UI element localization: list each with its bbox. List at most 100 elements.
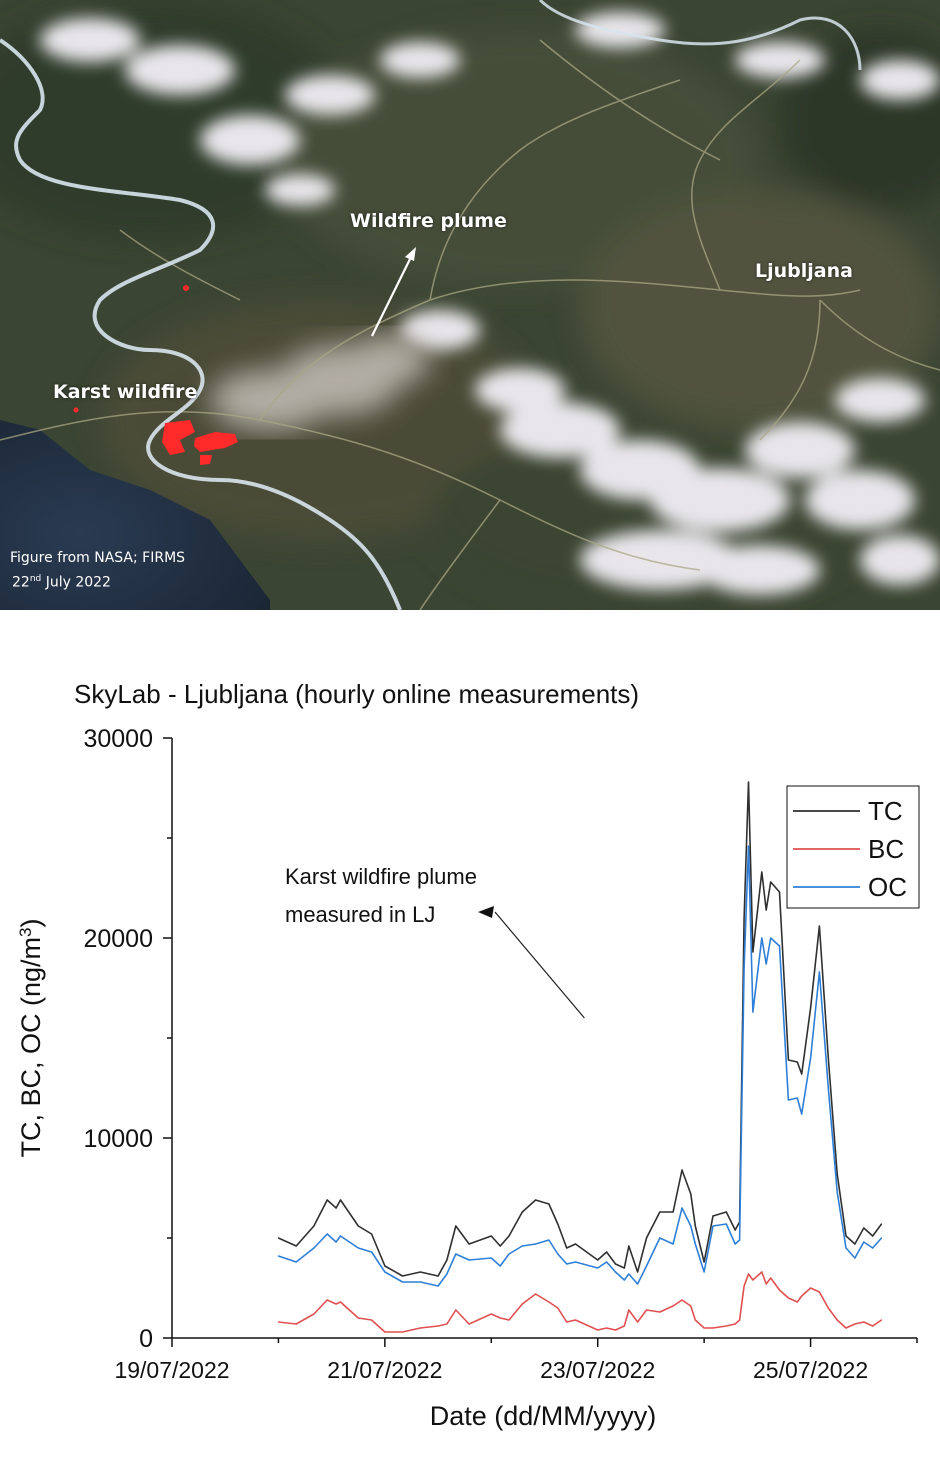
data-point-oc (796, 1097, 798, 1099)
data-point-bc (796, 1301, 798, 1303)
data-point-tc (295, 1245, 297, 1247)
data-point-tc (880, 1223, 883, 1225)
data-point-oc (743, 967, 745, 969)
data-point-tc (690, 1193, 692, 1195)
data-point-bc (490, 1313, 492, 1315)
data-point-tc (574, 1243, 577, 1245)
fire-label: Karst wildfire (53, 381, 198, 403)
data-point-bc (836, 1319, 838, 1321)
data-point-oc (845, 1247, 847, 1249)
data-point-oc (335, 1241, 337, 1243)
data-point-oc (827, 1087, 829, 1089)
data-point-oc (455, 1253, 457, 1255)
data-point-oc (606, 1261, 608, 1263)
y-ticks: 0 10000 20000 30000 (83, 725, 172, 1353)
data-point-bc (295, 1323, 297, 1325)
data-point-tc (845, 1235, 847, 1237)
x-axis-label: Date (dd/MM/yyyy) (430, 1401, 657, 1431)
x-tick-label: 23/07/2022 (540, 1357, 655, 1383)
data-point-bc (659, 1311, 661, 1313)
data-point-oc (645, 1265, 648, 1267)
data-point-bc (371, 1319, 373, 1321)
data-point-oc (446, 1273, 448, 1275)
time-series-chart: SkyLab - Ljubljana (hourly online measur… (16, 679, 920, 1431)
data-point-tc (313, 1225, 315, 1227)
data-point-tc (703, 1261, 705, 1263)
data-point-tc (854, 1243, 856, 1245)
y-tick-label: 0 (139, 1325, 153, 1353)
data-point-tc (681, 1169, 683, 1171)
data-point-tc (606, 1251, 608, 1253)
data-point-oc (770, 937, 772, 939)
data-point-tc (339, 1199, 342, 1201)
data-point-tc (827, 1057, 829, 1059)
data-point-oc (499, 1265, 501, 1267)
data-point-tc (747, 781, 750, 783)
data-point-oc (703, 1271, 705, 1273)
data-point-bc (384, 1331, 386, 1333)
data-point-bc (672, 1305, 674, 1307)
chart-title: SkyLab - Ljubljana (hourly online measur… (74, 679, 639, 709)
data-point-oc (574, 1261, 577, 1263)
data-point-bc (827, 1307, 829, 1309)
series-line-bc (278, 1271, 882, 1333)
data-point-oc (339, 1235, 342, 1237)
annotation-pointer (494, 911, 585, 1019)
data-point-bc (863, 1321, 865, 1323)
satellite-image (0, 0, 940, 610)
data-point-tc (437, 1275, 439, 1277)
data-point-tc (645, 1237, 648, 1239)
series-lines (277, 781, 883, 1333)
data-point-oc (384, 1271, 386, 1273)
data-point-bc (752, 1279, 754, 1281)
series-line-tc (278, 781, 883, 1277)
border-line (0, 38, 402, 610)
data-point-bc (765, 1283, 767, 1285)
data-point-tc (499, 1245, 501, 1247)
data-point-oc (628, 1273, 630, 1275)
data-point-oc (801, 1113, 803, 1115)
data-point-tc (566, 1247, 568, 1249)
data-point-oc (778, 945, 781, 947)
image-credit: Figure from NASA; FIRMS (10, 550, 186, 566)
data-point-tc (694, 1225, 696, 1227)
data-point-bc (437, 1325, 439, 1327)
data-point-tc (419, 1271, 421, 1273)
data-point-tc (548, 1203, 550, 1205)
data-point-bc (801, 1295, 803, 1297)
data-point-bc (872, 1325, 874, 1327)
data-point-oc (468, 1259, 470, 1261)
series-line-oc (278, 845, 883, 1287)
y-axis-label-end: ) (16, 919, 46, 928)
y-tick-label: 30000 (83, 725, 153, 753)
data-point-bc (681, 1299, 683, 1301)
data-point-tc (765, 909, 767, 911)
y-axis-label-sup: 3 (16, 928, 35, 937)
data-point-bc (335, 1303, 337, 1305)
data-point-tc (535, 1199, 537, 1201)
data-point-bc (402, 1331, 404, 1333)
data-point-bc (734, 1323, 736, 1325)
data-point-tc (628, 1245, 630, 1247)
data-point-tc (335, 1207, 337, 1209)
legend-items: TC BC OC (793, 796, 907, 902)
data-point-bc (614, 1329, 617, 1331)
data-point-tc (787, 1059, 790, 1061)
data-point-bc (761, 1271, 763, 1273)
y-tick-label: 20000 (83, 925, 153, 953)
data-point-oc (761, 937, 763, 939)
date-suffix: nd (29, 574, 42, 584)
data-point-bc (623, 1325, 625, 1327)
annotation-line-1: Karst wildfire plume (285, 864, 477, 889)
data-point-tc (796, 1061, 798, 1063)
plume-arrow (371, 247, 416, 337)
fire-hotspots (73, 285, 238, 465)
data-point-bc (778, 1289, 781, 1291)
legend-label-bc: BC (868, 834, 904, 864)
data-point-bc (747, 1273, 750, 1275)
data-point-oc (818, 971, 821, 973)
data-point-oc (810, 1057, 812, 1059)
data-point-oc (557, 1253, 559, 1255)
annotation-line-2: measured in LJ (285, 902, 435, 927)
data-point-oc (535, 1243, 537, 1245)
